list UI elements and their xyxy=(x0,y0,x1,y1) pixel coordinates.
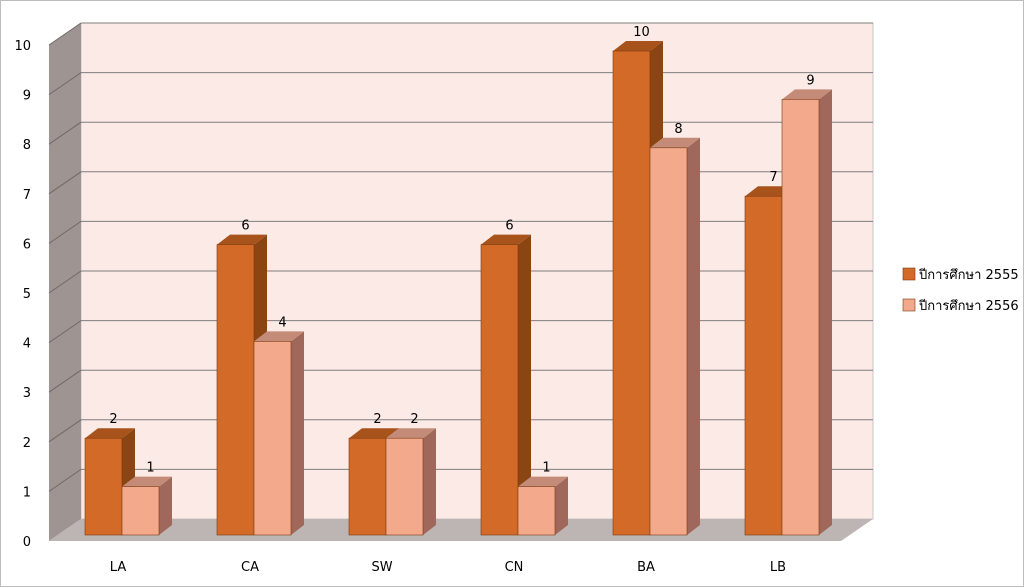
y-tick-label: 10 xyxy=(14,39,31,54)
bar-front xyxy=(744,195,783,536)
data-label: 2 xyxy=(109,412,117,427)
gridline-side xyxy=(48,419,82,443)
bar-side xyxy=(159,476,172,535)
data-label: 9 xyxy=(806,73,814,88)
gridline-side xyxy=(48,121,82,145)
bar-front xyxy=(612,50,651,536)
bar-top xyxy=(349,428,399,439)
y-tick-label: 8 xyxy=(23,138,31,153)
x-axis: LA CA SW CN BA LB xyxy=(110,560,786,575)
bar-lb-s2 xyxy=(781,89,832,536)
gridline-side xyxy=(48,468,82,492)
bar-sw-s2 xyxy=(385,428,436,536)
data-label: 6 xyxy=(241,219,249,234)
y-tick-label: 6 xyxy=(23,237,31,252)
x-tick-label-ca: CA xyxy=(241,560,259,575)
gridline-side xyxy=(48,171,82,195)
y-tick-label: 3 xyxy=(23,386,31,401)
data-label: 8 xyxy=(674,122,682,137)
y-tick-label: 1 xyxy=(23,485,31,500)
bar-side xyxy=(423,428,436,535)
bar-top xyxy=(481,234,531,245)
bar-ba-s2 xyxy=(649,137,700,536)
data-label: 1 xyxy=(146,461,154,476)
data-label: 10 xyxy=(633,25,650,40)
bar-top xyxy=(650,137,700,148)
legend-label: ปีการศึกษา 2556 xyxy=(918,298,1019,314)
bar-side xyxy=(687,137,700,536)
gridline-side xyxy=(48,320,82,344)
bar-cn-s2 xyxy=(517,476,568,536)
x-tick-label-ba: BA xyxy=(637,560,655,575)
bar-top xyxy=(122,476,172,487)
bar-front xyxy=(517,486,556,536)
bar-front xyxy=(385,437,424,536)
bar-top xyxy=(217,234,267,245)
bar-front xyxy=(121,486,160,536)
y-tick-label: 4 xyxy=(23,337,31,352)
data-label: 2 xyxy=(410,412,418,427)
bar-front xyxy=(216,244,255,536)
bar-la-s2 xyxy=(121,476,172,536)
gridline-side xyxy=(48,369,82,393)
y-tick-label: 0 xyxy=(23,535,31,550)
y-tick-label: 2 xyxy=(23,436,31,451)
bar-top xyxy=(613,41,663,51)
bar-front xyxy=(253,341,292,536)
legend-swatch xyxy=(902,267,916,281)
legend-swatch xyxy=(902,298,916,312)
x-tick-label-lb: LB xyxy=(770,560,786,575)
data-label: 7 xyxy=(769,170,777,185)
gridline-side xyxy=(48,72,82,96)
gridlines xyxy=(48,22,873,492)
bar-cn-s1 xyxy=(480,234,531,536)
bar-side xyxy=(518,234,531,535)
data-label: 6 xyxy=(505,219,513,234)
data-label: 1 xyxy=(542,461,550,476)
bar-side xyxy=(291,331,304,535)
bar-top xyxy=(518,476,568,487)
bar-top xyxy=(782,89,832,100)
gridline-side xyxy=(48,270,82,294)
bar-front xyxy=(649,147,688,536)
y-tick-label: 9 xyxy=(23,89,31,104)
bar-front xyxy=(480,244,519,536)
bar-ca-s2 xyxy=(253,331,304,536)
y-tick-label: 5 xyxy=(23,287,31,302)
bar-front xyxy=(781,99,820,536)
data-label: 4 xyxy=(278,315,286,330)
x-tick-label-la: LA xyxy=(110,560,127,575)
bar-side xyxy=(819,89,832,536)
y-axis: 0 1 2 3 4 5 6 7 8 9 10 xyxy=(14,39,31,550)
x-tick-label-sw: SW xyxy=(371,560,392,575)
data-label: 2 xyxy=(373,412,381,427)
bar-front xyxy=(84,437,123,536)
legend-label: ปีการศึกษา 2555 xyxy=(918,267,1019,283)
gridline-side xyxy=(48,220,82,244)
bar-top xyxy=(85,428,135,439)
y-tick-label: 7 xyxy=(23,188,31,203)
legend: ปีการศึกษา 2555 ปีการศึกษา 2556 xyxy=(902,267,1019,314)
bars xyxy=(84,41,832,536)
x-tick-label-cn: CN xyxy=(505,560,524,575)
bar-top xyxy=(254,331,304,342)
bar-front xyxy=(348,437,387,536)
bar-side xyxy=(555,476,568,535)
bar-top xyxy=(386,428,436,439)
gridline-side xyxy=(48,22,82,46)
data-labels: 2 1 6 4 2 2 6 1 10 8 7 9 xyxy=(109,25,814,476)
